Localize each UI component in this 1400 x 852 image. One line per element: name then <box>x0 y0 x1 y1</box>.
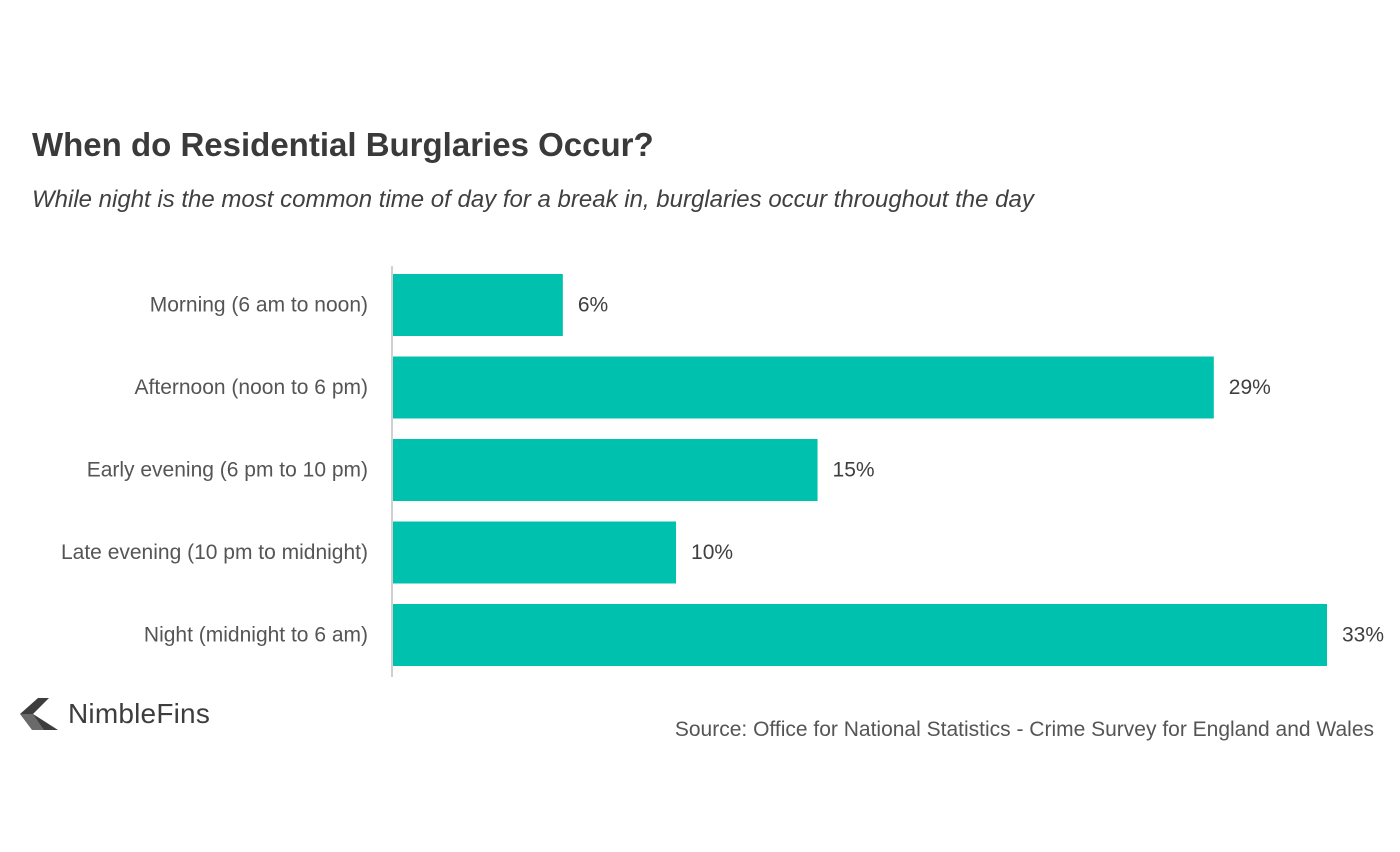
bar-1 <box>393 356 1214 419</box>
chevron-arrow-icon <box>20 698 58 730</box>
value-label: 29% <box>1229 376 1271 399</box>
bars-group: Morning (6 am to noon) 6% Afternoon (noon … <box>61 274 1384 666</box>
bar-2 <box>393 439 818 501</box>
source-note: Source: Office for National Statistics -… <box>674 718 1374 741</box>
brand-name: NimbleFins <box>68 698 211 729</box>
value-label: 6% <box>578 294 608 317</box>
value-label: 10% <box>691 541 733 564</box>
category-label: Early evening (6 pm to 10 pm) <box>87 459 368 482</box>
value-label: 15% <box>833 459 875 482</box>
chart-subtitle: While night is the most common time of d… <box>32 186 1034 213</box>
bar-3 <box>393 521 677 584</box>
category-label: Morning (6 am to noon) <box>150 294 368 317</box>
chart-title: When do Residential Burglaries Occur? <box>32 126 654 163</box>
bar-0 <box>393 274 563 336</box>
category-label: Late evening (10 pm to midnight) <box>61 541 368 564</box>
brand-logo: NimbleFins <box>18 694 210 734</box>
category-label: Afternoon (noon to 6 pm) <box>135 376 368 399</box>
value-label: 33% <box>1342 624 1384 647</box>
bar-4 <box>393 604 1327 666</box>
category-label: Night (midnight to 6 am) <box>144 624 368 647</box>
